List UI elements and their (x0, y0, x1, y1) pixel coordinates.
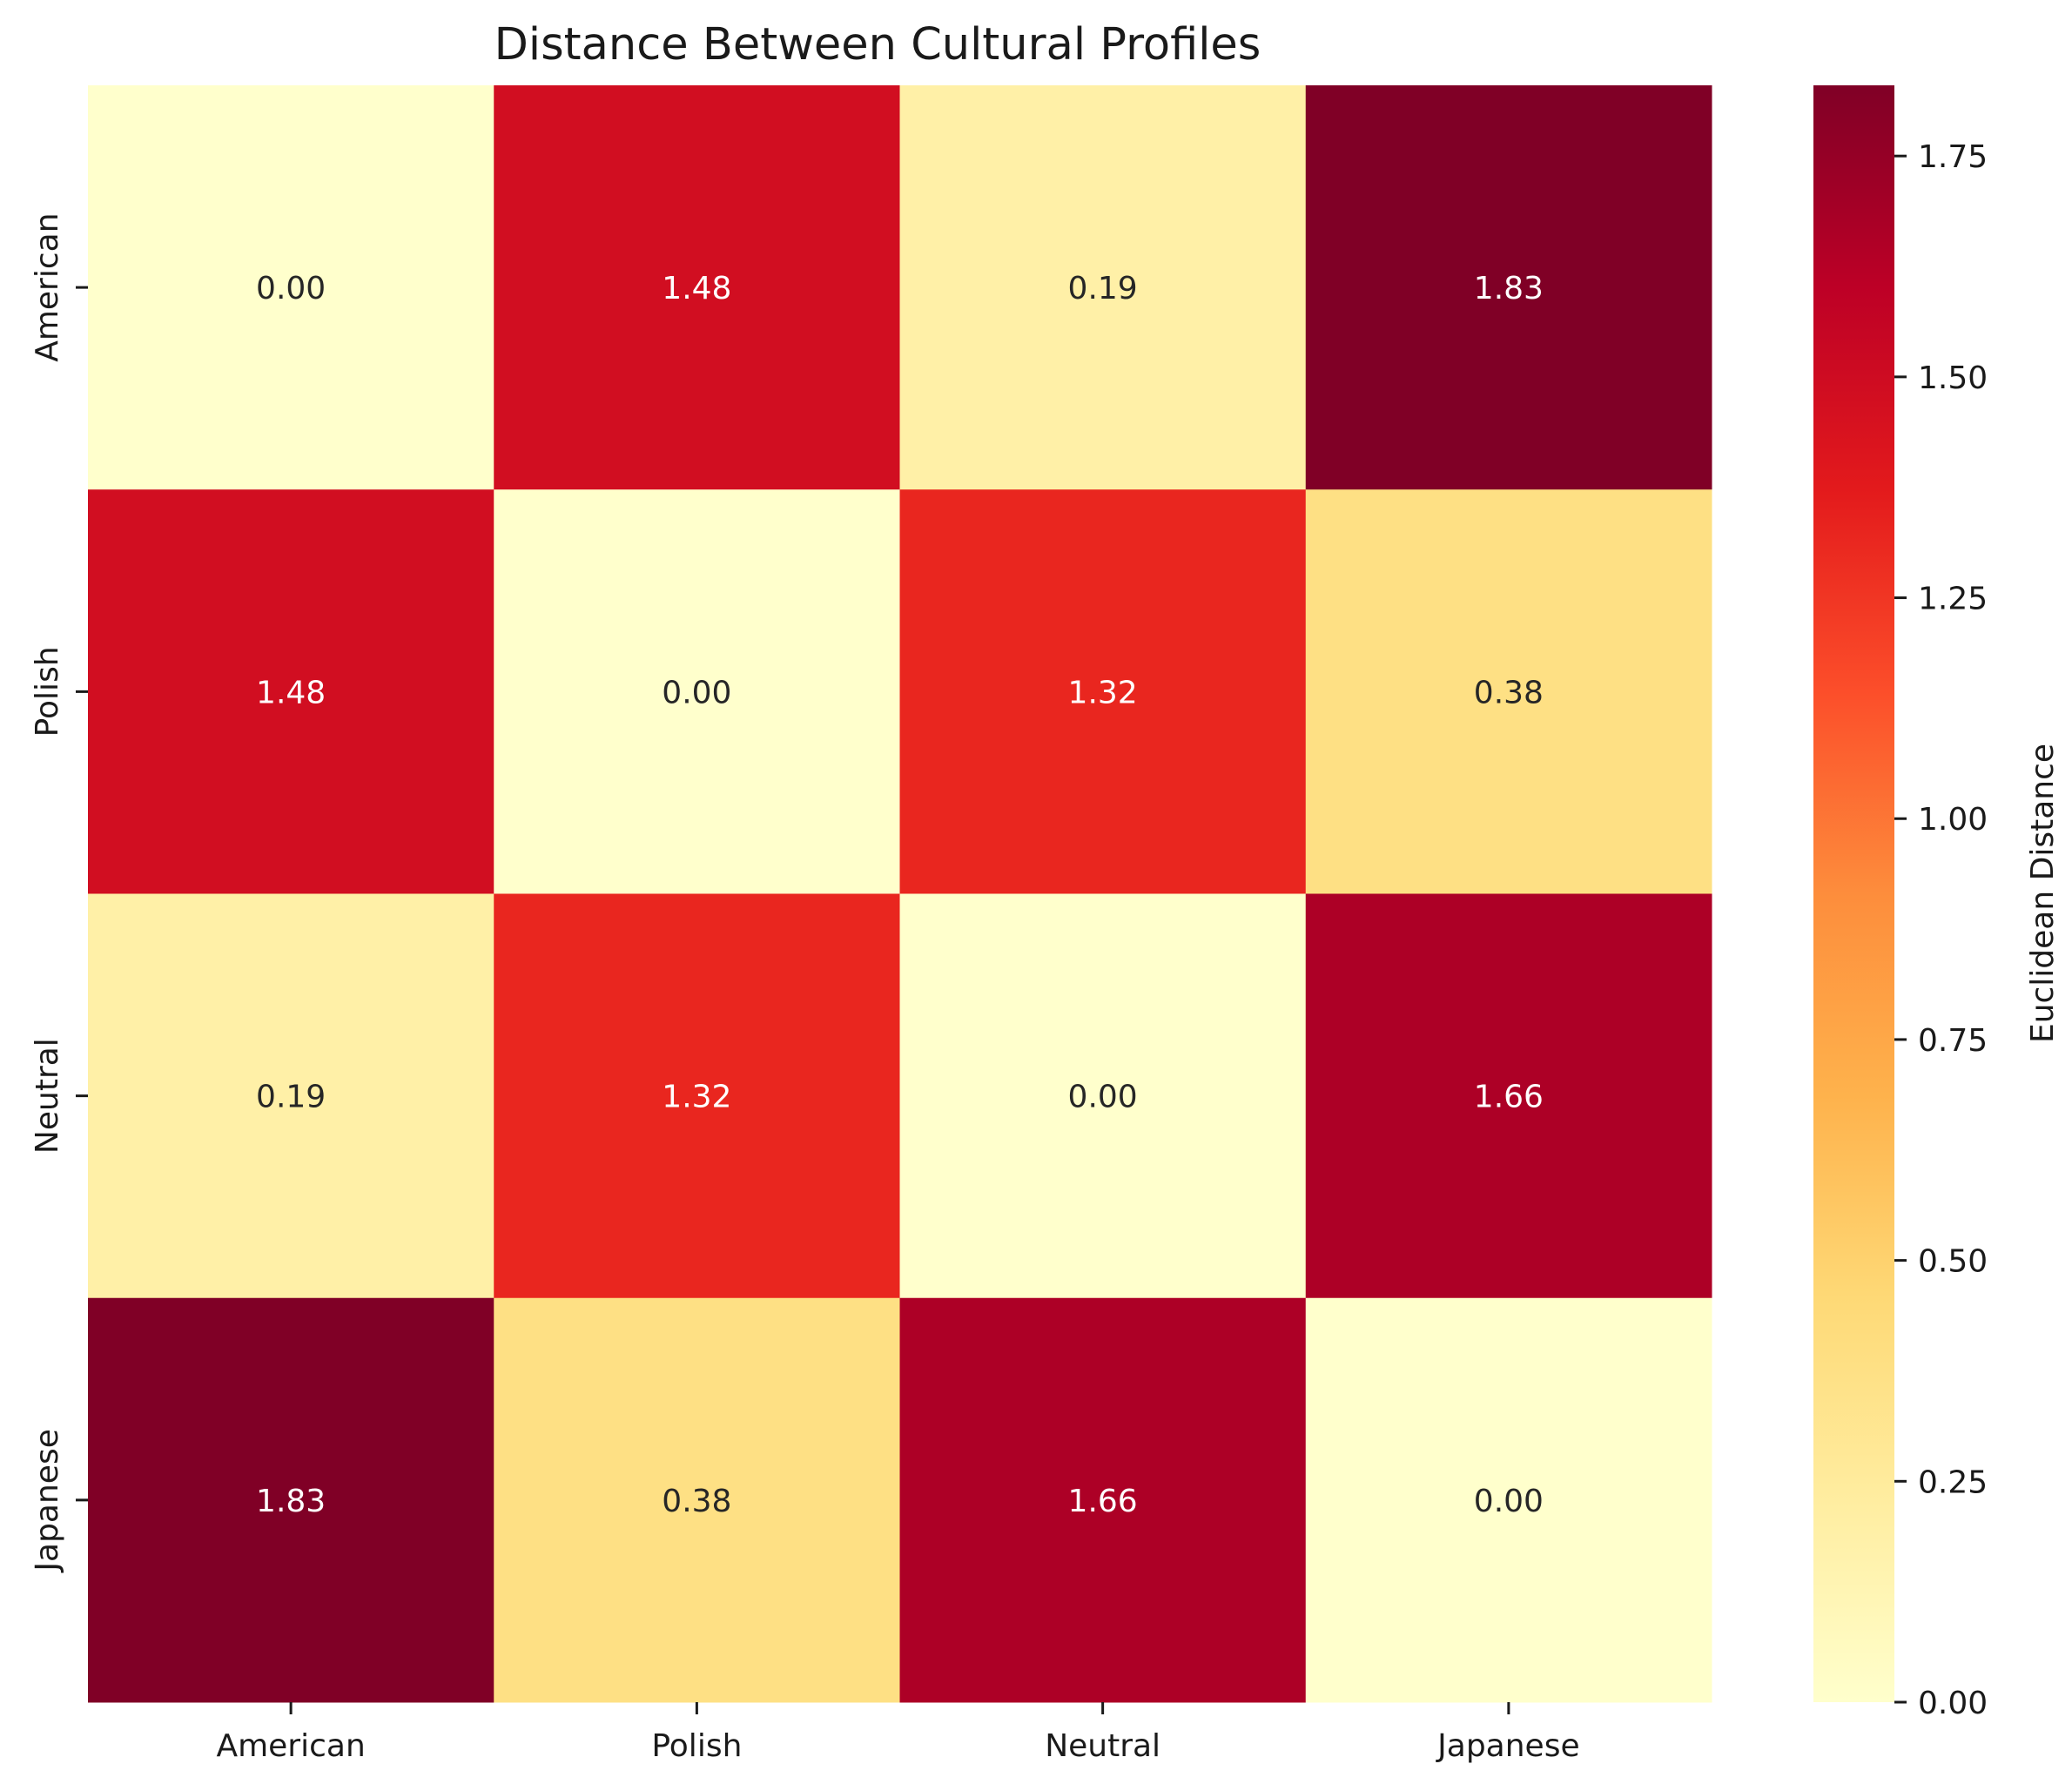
heatmap-cell (494, 489, 900, 894)
cell-value-label: 0.00 (1474, 1484, 1544, 1519)
x-tick-label: Polish (651, 1728, 742, 1764)
heatmap-cell (1305, 85, 1712, 490)
colorbar-tick-label: 1.25 (1918, 582, 1988, 617)
x-tick-label: American (216, 1728, 365, 1764)
cell-value-label: 1.32 (662, 1080, 731, 1115)
y-tick-label: Japanese (30, 1429, 65, 1572)
colorbar-tick-label: 0.50 (1918, 1244, 1988, 1280)
colorbar-ticks: 0.00 0.25 0.50 0.75 1.00 1.25 1.50 1.75 (1894, 139, 1988, 1721)
cell-value-label: 0.38 (662, 1484, 731, 1519)
y-tick-label: Neutral (30, 1038, 65, 1154)
cell-value-label: 0.19 (1068, 271, 1138, 306)
heatmap-cell (88, 1297, 494, 1703)
heatmap-cell (88, 893, 494, 1299)
y-tick-label: American (30, 212, 65, 361)
heatmap-cell (1305, 489, 1712, 894)
colorbar-tick-label: 0.00 (1918, 1686, 1988, 1721)
colorbar-tick-label: 1.00 (1918, 802, 1988, 838)
colorbar-tick-label: 0.25 (1918, 1464, 1988, 1500)
cell-value-label: 1.48 (662, 271, 731, 306)
y-tick-label: Polish (30, 646, 65, 737)
heatmap-cell (494, 1297, 900, 1703)
cell-value-label: 0.19 (256, 1080, 326, 1115)
cell-value-label: 0.00 (662, 675, 731, 710)
heatmap-cell (899, 1297, 1307, 1703)
colorbar-label: Euclidean Distance (2025, 744, 2061, 1043)
cell-value-label: 1.48 (256, 675, 326, 710)
x-tick-label: Neutral (1045, 1728, 1160, 1764)
x-axis: American Polish Neutral Japanese (216, 1702, 1580, 1764)
y-axis: American Polish Neutral Japanese (30, 212, 88, 1573)
heatmap-cell (899, 489, 1307, 894)
colorbar: 0.00 0.25 0.50 0.75 1.00 1.25 1.50 1.75 Euclide… (1813, 85, 2061, 1721)
colorbar-tick-label: 1.50 (1918, 360, 1988, 396)
cell-value-label: 1.32 (1068, 675, 1138, 710)
cell-value-label: 0.38 (1474, 675, 1544, 710)
heatmap-cell (899, 85, 1307, 490)
heatmap-cells: 0.00 1.48 0.19 1.83 1.48 0.00 1.32 0.38 0.19 1.32… (88, 85, 1712, 1703)
heatmap-cell (494, 893, 900, 1299)
colorbar-tick-label: 0.75 (1918, 1023, 1988, 1059)
cell-value-label: 1.83 (256, 1484, 326, 1519)
heatmap-cell (88, 489, 494, 894)
cell-value-label: 1.66 (1068, 1484, 1138, 1519)
heatmap-cell (88, 85, 494, 490)
cell-value-label: 1.83 (1474, 271, 1544, 306)
x-tick-label: Japanese (1436, 1728, 1579, 1764)
cell-value-label: 0.00 (1068, 1080, 1138, 1115)
heatmap-cell (1305, 1297, 1712, 1703)
chart-title: Distance Between Cultural Profiles (494, 19, 1261, 71)
heatmap-cell (899, 893, 1307, 1299)
cell-value-label: 0.00 (256, 271, 326, 306)
colorbar-gradient (1813, 85, 1894, 1702)
heatmap-cell (1305, 893, 1712, 1299)
colorbar-tick-label: 1.75 (1918, 139, 1988, 175)
heatmap-cell (494, 85, 900, 490)
cell-value-label: 1.66 (1474, 1080, 1544, 1115)
